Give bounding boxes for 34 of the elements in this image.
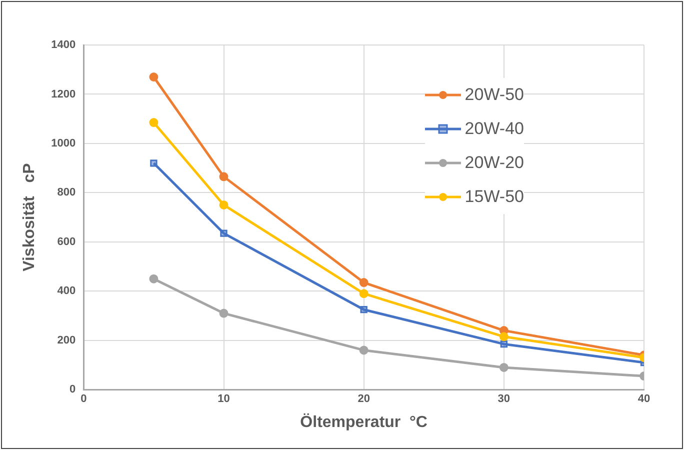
x-axis-title: Öltemperatur °C: [300, 412, 428, 431]
legend-label: 15W-50: [464, 187, 524, 207]
y-tick-label: 0: [70, 384, 76, 396]
x-tick-label: 40: [638, 393, 650, 406]
y-axis-title: Viskosität cP: [21, 162, 38, 272]
point: [219, 200, 228, 210]
point: [220, 230, 228, 237]
point: [219, 172, 228, 182]
point: [219, 308, 228, 318]
point: [359, 289, 368, 298]
point: [359, 346, 368, 355]
point: [359, 278, 368, 288]
y-tick-label: 800: [57, 186, 76, 199]
point: [149, 118, 158, 128]
point: [149, 72, 158, 82]
y-tick-label: 600: [57, 236, 76, 248]
point: [499, 362, 508, 372]
y-tick-label: 1000: [51, 137, 76, 150]
point: [150, 160, 158, 167]
point: [500, 340, 508, 348]
point: [360, 306, 368, 314]
y-tick-label: 1200: [51, 88, 76, 100]
y-tick-label: 200: [57, 334, 76, 346]
x-tick-label: 20: [358, 393, 370, 406]
y-tick-label: 400: [57, 285, 76, 298]
point: [149, 274, 158, 284]
x-tick-label: 30: [498, 393, 510, 406]
legend-label: 20W-20: [464, 153, 524, 173]
y-tick-label: 1400: [51, 39, 76, 52]
x-tick-label: 10: [218, 393, 230, 406]
point: [499, 332, 508, 342]
legend-label: 20W-40: [464, 119, 524, 139]
x-tick-label: 0: [80, 393, 87, 406]
legend-label: 20W-50: [464, 85, 524, 105]
